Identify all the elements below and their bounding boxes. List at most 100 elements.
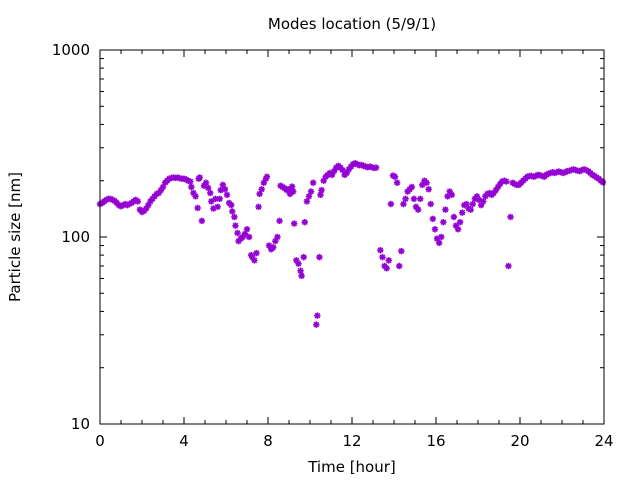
- x-tick-label: 12: [342, 432, 361, 450]
- data-point: [229, 208, 236, 215]
- data-point: [316, 253, 323, 261]
- y-axis-label: Particle size [nm]: [6, 172, 24, 302]
- data-point: [425, 186, 432, 193]
- data-point: [134, 198, 141, 205]
- data-point: [243, 226, 251, 233]
- data-point: [414, 206, 422, 213]
- data-point: [396, 262, 403, 270]
- data-point: [410, 195, 418, 203]
- y-tick-label: 10: [71, 415, 90, 433]
- data-point: [216, 195, 223, 203]
- plot-frame: [99, 49, 605, 425]
- data-point: [214, 203, 221, 211]
- data-point: [223, 191, 231, 199]
- data-point: [228, 201, 235, 209]
- data-point: [469, 200, 476, 208]
- data-point: [291, 220, 298, 227]
- data-point: [276, 217, 283, 225]
- data-point: [505, 262, 512, 270]
- data-point: [231, 213, 238, 221]
- data-point: [377, 246, 384, 254]
- data-point: [477, 201, 485, 209]
- data-point: [251, 257, 258, 264]
- data-point: [480, 198, 487, 205]
- data-point: [393, 179, 401, 186]
- data-point: [503, 178, 510, 185]
- data-point: [288, 183, 296, 190]
- data-point: [232, 222, 239, 229]
- data-point: [207, 189, 214, 197]
- data-point: [454, 226, 462, 233]
- data-point: [427, 200, 434, 208]
- data-point: [208, 198, 215, 205]
- x-tick-label: 8: [263, 432, 273, 450]
- data-point: [212, 195, 219, 203]
- data-point: [372, 164, 380, 171]
- data-point: [297, 267, 304, 274]
- data-points: [96, 160, 607, 328]
- y-tick-label: 1000: [52, 41, 90, 59]
- data-point: [263, 173, 271, 180]
- data-point: [423, 179, 430, 186]
- data-point: [270, 244, 277, 251]
- data-point: [440, 218, 447, 226]
- data-point: [599, 179, 607, 186]
- data-point: [339, 166, 346, 174]
- data-point: [400, 200, 407, 208]
- data-point: [507, 213, 514, 221]
- data-point: [234, 229, 241, 237]
- data-point: [221, 186, 229, 193]
- data-point: [314, 312, 321, 319]
- data-point: [313, 321, 320, 328]
- data-point: [387, 200, 395, 208]
- data-point: [467, 206, 474, 213]
- data-point: [383, 265, 390, 272]
- data-point: [438, 233, 445, 241]
- data-point: [202, 179, 210, 186]
- x-axis-label: Time [hour]: [307, 458, 396, 476]
- data-point: [255, 203, 262, 211]
- data-point: [450, 213, 458, 221]
- data-point: [459, 209, 466, 216]
- data-point: [188, 183, 195, 191]
- data-point: [290, 188, 297, 195]
- data-point: [274, 233, 281, 241]
- data-point: [398, 247, 405, 255]
- data-point: [194, 204, 201, 212]
- data-point: [448, 191, 455, 199]
- data-point: [435, 239, 443, 247]
- data-point: [303, 198, 311, 205]
- data-point: [429, 215, 437, 223]
- x-tick-label: 4: [179, 432, 189, 450]
- data-point: [408, 183, 416, 191]
- data-point: [391, 173, 399, 180]
- data-point: [295, 260, 302, 267]
- data-point: [385, 257, 392, 264]
- data-point: [301, 218, 308, 226]
- data-point: [309, 179, 317, 186]
- data-point: [298, 272, 305, 280]
- data-point: [196, 174, 203, 181]
- data-point: [253, 249, 260, 257]
- chart-title: Modes location (5/9/1): [268, 15, 436, 33]
- data-point: [317, 191, 324, 199]
- y-tick-label: 100: [61, 228, 90, 246]
- data-point: [431, 226, 439, 233]
- tick-labels: 0 4 8 12 16 20 24 10 100 1000: [52, 41, 614, 450]
- data-point: [286, 190, 294, 198]
- x-tick-label: 20: [510, 432, 529, 450]
- data-point: [204, 184, 212, 192]
- data-point: [379, 253, 386, 261]
- data-point: [300, 253, 307, 261]
- x-tick-label: 24: [594, 432, 613, 450]
- data-point: [417, 195, 424, 203]
- data-point: [305, 193, 313, 200]
- data-point: [456, 218, 464, 226]
- data-point: [318, 186, 325, 194]
- data-point: [442, 206, 449, 213]
- data-point: [402, 195, 409, 203]
- x-tick-label: 16: [426, 432, 445, 450]
- data-point: [192, 193, 199, 200]
